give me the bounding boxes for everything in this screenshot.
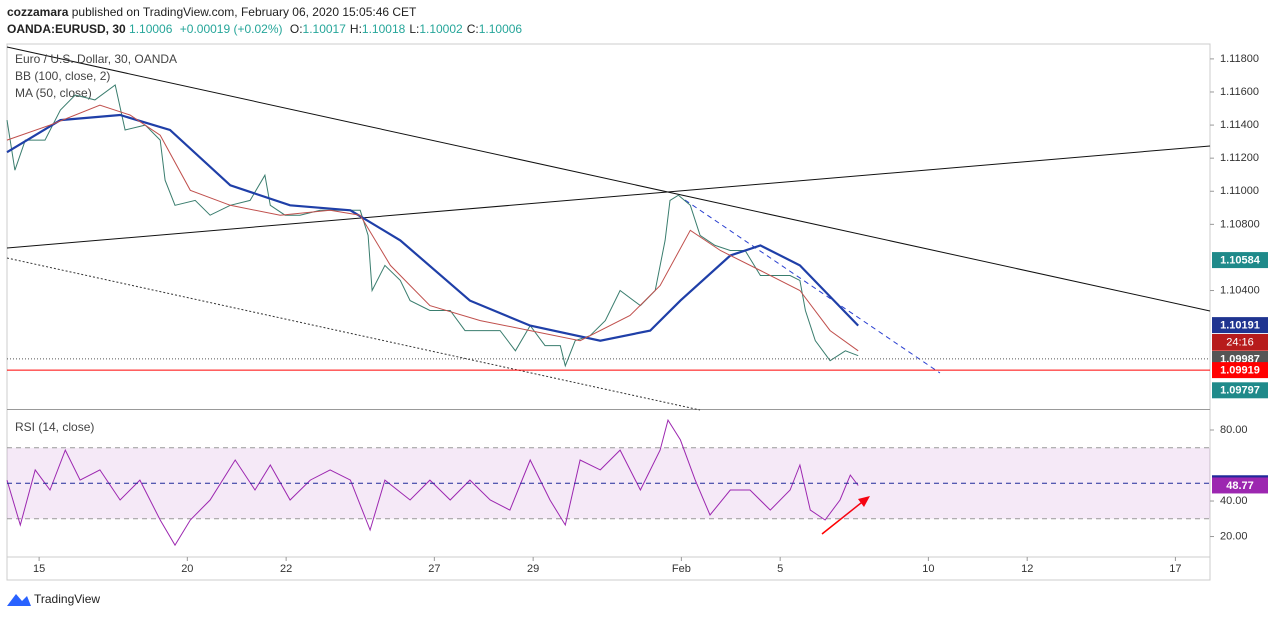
countdown: 24:16 — [1226, 336, 1254, 348]
x-tick-label: 10 — [922, 563, 934, 575]
arrow-head — [858, 496, 870, 507]
ohlc-value: 1.10017 — [302, 22, 346, 36]
legend-entry: RSI (14, close) — [15, 420, 94, 434]
y-tick-label: 1.11600 — [1220, 86, 1259, 98]
y-tick-label: 80.00 — [1220, 424, 1248, 436]
x-tick-label: 29 — [527, 563, 539, 575]
price-badge — [1212, 382, 1268, 399]
x-tick-label: 5 — [777, 563, 783, 575]
ohlc-value: 1.10018 — [361, 22, 406, 36]
price: 1.10006 — [129, 22, 173, 36]
ohlc-value: 1.10006 — [478, 22, 523, 36]
y-tick-label: 1.10400 — [1220, 284, 1260, 296]
y-tick-label: 20.00 — [1220, 530, 1248, 542]
ohlc-value: 1.10002 — [419, 22, 463, 36]
y-tick-label: 1.11200 — [1220, 152, 1259, 164]
price-badge-label: 1.10584 — [1220, 254, 1261, 266]
series-line — [6, 113, 859, 342]
legend-entry: Euro / U.S. Dollar, 30, OANDA — [15, 52, 177, 66]
series-line — [6, 104, 859, 352]
price-badge — [1212, 362, 1268, 379]
countdown-badge — [1212, 334, 1268, 350]
trendline — [6, 46, 1211, 312]
trendline — [684, 199, 941, 374]
series-line — [6, 84, 859, 368]
price-badge-label: 1.10191 — [1220, 320, 1260, 332]
ohlc-label: L: — [409, 22, 420, 36]
y-tick-label: 1.11800 — [1220, 53, 1259, 65]
change: +0.00019 (+0.02%) — [179, 22, 283, 36]
frame — [6, 43, 1211, 581]
ohlc-label: H: — [349, 22, 362, 36]
symbol: OANDA:EURUSD, 30 — [7, 22, 126, 36]
logo — [7, 594, 31, 606]
author: cozzamara — [7, 5, 69, 19]
x-tick-label: 12 — [1021, 563, 1033, 575]
x-tick-label: 27 — [428, 563, 440, 575]
legend-entry: MA (50, close) — [15, 86, 92, 100]
header-line: cozzamara published on TradingView.com, … — [7, 5, 420, 19]
y-tick-label: 40.00 — [1220, 495, 1248, 507]
x-tick-label: 22 — [280, 563, 292, 575]
symbol-line: OANDA:EURUSD, 30 1.10006 +0.00019 (+0.02… — [7, 22, 526, 36]
price-badge-label: 48.77 — [1226, 480, 1254, 492]
series-line — [6, 418, 859, 547]
x-tick-label: 20 — [181, 563, 193, 575]
price-badge — [1212, 252, 1268, 269]
price-badge-label: 1.09797 — [1220, 385, 1260, 397]
trendline — [6, 145, 1211, 249]
y-tick-label: 1.11000 — [1220, 185, 1259, 197]
legend-entry: BB (100, close, 2) — [15, 69, 110, 83]
y-tick-label: 1.11400 — [1220, 119, 1259, 131]
x-tick-label: Feb — [672, 563, 691, 575]
price-badge — [1212, 477, 1268, 494]
x-tick-label: 17 — [1169, 563, 1181, 575]
published: published on TradingView.com, February 0… — [71, 5, 417, 19]
x-tick-label: 15 — [33, 563, 45, 575]
ohlc-label: C: — [466, 22, 479, 36]
arrow — [821, 498, 867, 535]
trendline — [6, 257, 701, 411]
price-badge-label: 1.09919 — [1220, 365, 1260, 377]
ohlc-label: O: — [289, 22, 303, 36]
y-tick-label: 1.10800 — [1220, 218, 1260, 230]
footer: TradingView — [34, 592, 100, 606]
price-badge — [1212, 317, 1268, 334]
